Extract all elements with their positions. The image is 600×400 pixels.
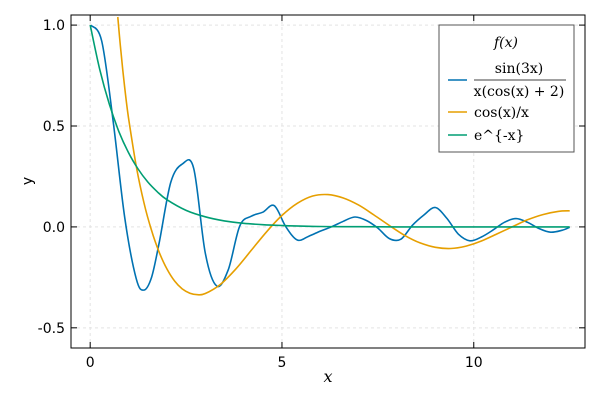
x-tick-label-2: 10 xyxy=(465,355,483,371)
x-axis-label: x xyxy=(323,367,332,386)
legend-label-1: cos(x)/x xyxy=(474,105,529,121)
legend-label-2: e^{-x} xyxy=(474,128,524,144)
y-tick-label-0: -0.5 xyxy=(38,321,65,337)
axis-ticks: 0 5 10 -0.5 0.0 0.5 1.0 xyxy=(38,15,585,371)
y-tick-label-3: 1.0 xyxy=(43,18,65,34)
y-axis-label: y xyxy=(20,177,36,185)
x-tick-label-1: 5 xyxy=(278,355,287,371)
legend-box xyxy=(438,24,575,153)
series-layer xyxy=(89,16,571,296)
legend-title: f(x) xyxy=(493,35,518,51)
y-tick-label-1: 0.0 xyxy=(43,220,65,236)
y-tick-label-2: 0.5 xyxy=(43,119,65,135)
series-line-2 xyxy=(89,24,570,228)
legend-label-0-denominator: x(cos(x) + 2) xyxy=(474,84,565,100)
x-tick-label-0: 0 xyxy=(86,355,95,371)
legend-label-0-numerator: sin(3x) xyxy=(495,61,543,77)
legend: f(x) sin(3x) x(cos(x) + 2) cos(x)/x e^{-… xyxy=(438,24,575,153)
plot-frame xyxy=(70,14,586,349)
series-line-0 xyxy=(89,24,571,291)
series-line-1 xyxy=(117,16,570,296)
